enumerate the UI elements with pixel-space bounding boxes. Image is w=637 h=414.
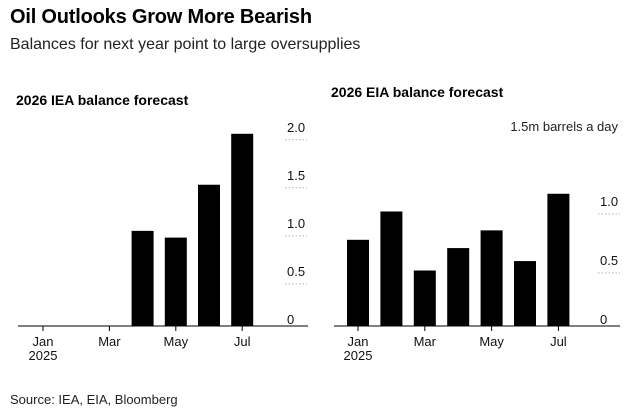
iea-bar-jun	[198, 184, 220, 326]
eia-unit-label: 1.5m barrels a day	[510, 119, 618, 134]
eia-bar-jul	[547, 193, 570, 326]
eia-bar-jun	[514, 261, 536, 326]
iea-panel-title: 2026 IEA balance forecast	[16, 92, 189, 108]
eia-bar-mar	[413, 270, 436, 326]
eia-panel-title: 2026 EIA balance forecast	[331, 84, 504, 100]
eia-y-tick-label: 0	[600, 312, 607, 327]
eia-y-tick-label: 0.5	[600, 253, 618, 268]
eia-x-tick-label: May	[479, 334, 504, 349]
source-note: Source: IEA, EIA, Bloomberg	[10, 392, 178, 407]
eia-x-tick-label: Mar	[414, 334, 437, 349]
iea-x-tick-label: Mar	[98, 334, 121, 349]
eia-x-tick-label: Jul	[550, 334, 567, 349]
eia-bar-may	[480, 230, 503, 326]
eia-bar-jan	[347, 239, 369, 326]
eia-y-tick-label: 1.0	[600, 194, 618, 209]
iea-y-tick-label: 0.5	[287, 264, 305, 279]
chart-subtitle: Balances for next year point to large ov…	[10, 36, 361, 53]
iea-y-tick-label: 1.5	[287, 168, 305, 183]
chart-title: Oil Outlooks Grow More Bearish	[10, 6, 312, 28]
iea-y-tick-label: 0	[287, 312, 294, 327]
iea-y-tick-label: 2.0	[287, 120, 305, 135]
iea-bar-apr	[131, 230, 154, 326]
eia-bar-apr	[447, 248, 470, 326]
iea-y-tick-label: 1.0	[287, 216, 305, 231]
eia-x-tick-sublabel: 2025	[344, 348, 373, 363]
iea-x-tick-label: Jul	[234, 334, 251, 349]
iea-bar-may	[164, 237, 187, 326]
iea-bar-jul	[231, 133, 254, 326]
eia-bar-feb	[380, 211, 403, 326]
iea-x-tick-label: Jan	[33, 334, 54, 349]
iea-x-tick-label: May	[164, 334, 189, 349]
iea-x-tick-sublabel: 2025	[29, 348, 58, 363]
eia-x-tick-label: Jan	[348, 334, 369, 349]
